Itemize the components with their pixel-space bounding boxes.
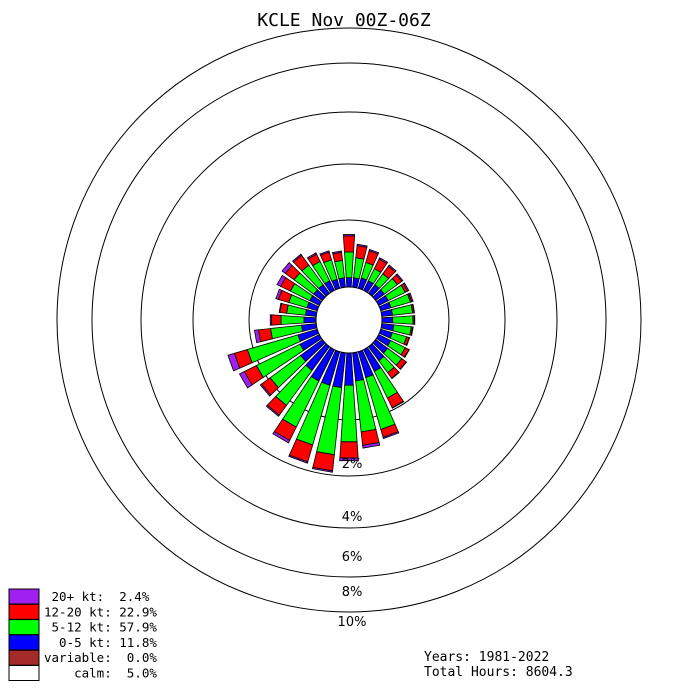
ring-label-2pct: 2%	[342, 457, 363, 472]
bar-180deg-bin-3	[339, 457, 359, 462]
bar-20deg-bin-3	[368, 248, 380, 255]
bar-320deg-bin-3	[291, 253, 303, 263]
bar-0deg-bin-0	[345, 277, 353, 288]
bar-130deg-bin-3	[399, 361, 408, 370]
bar-80deg-bin-3	[412, 303, 416, 314]
bar-90deg-bin-1	[392, 315, 414, 325]
legend-swatch-1	[8, 603, 40, 620]
bar-200deg-bin-3	[288, 454, 309, 464]
bar-180deg-bin-0	[344, 352, 354, 386]
bar-30deg-bin-3	[378, 257, 389, 264]
bar-40deg-bin-3	[387, 264, 397, 273]
legend-label-2: 5-12 kt: 57.9%	[44, 620, 157, 635]
bar-120deg-bin-3	[403, 348, 410, 358]
bar-340deg-bin-3	[319, 250, 330, 256]
bar-250deg-bin-3	[227, 352, 241, 372]
ring-labels: 2% 4% 6% 8% 10%	[338, 457, 367, 630]
bar-300deg-bin-3	[276, 274, 287, 287]
legend-swatch-4	[8, 649, 40, 666]
bar-0deg-bin-1	[344, 251, 354, 279]
bar-170deg-bin-3	[362, 442, 381, 449]
ring-6pct	[140, 111, 558, 529]
bar-230deg-bin-3	[259, 383, 272, 397]
legend-swatch-0	[8, 588, 40, 605]
bar-50deg-bin-3	[395, 273, 404, 282]
legend-label-4: variable: 0.0%	[44, 650, 157, 665]
bar-90deg-bin-3	[413, 315, 416, 325]
chart-title: KCLE Nov 00Z-06Z	[257, 10, 431, 31]
bar-280deg-bin-3	[278, 302, 283, 313]
bar-260deg-bin-3	[253, 329, 262, 344]
calm-circle	[315, 286, 383, 354]
percent-rings	[56, 27, 642, 613]
bar-310deg-bin-3	[281, 262, 293, 274]
ring-label-6pct: 6%	[342, 550, 363, 565]
bar-350deg-bin-0	[338, 277, 346, 289]
legend: 20+ kt: 2.4%12-20 kt: 22.9% 5-12 kt: 57.…	[8, 588, 157, 681]
legend-label-0: 20+ kt: 2.4%	[44, 589, 150, 604]
bar-100deg-bin-3	[410, 326, 414, 336]
ring-label-8pct: 8%	[342, 585, 363, 600]
legend-swatch-2	[8, 619, 40, 636]
bar-60deg-bin-3	[402, 282, 410, 292]
bar-10deg-bin-3	[356, 243, 368, 248]
footer-total-hours: Total Hours: 8604.3	[424, 665, 573, 680]
bar-350deg-bin-3	[331, 250, 343, 255]
bar-160deg-bin-3	[382, 431, 400, 440]
bar-110deg-bin-3	[405, 337, 411, 347]
bar-190deg-bin-3	[311, 466, 334, 473]
bar-270deg-bin-0	[303, 316, 317, 324]
ring-label-4pct: 4%	[342, 510, 363, 525]
bar-180deg-bin-2	[339, 441, 359, 459]
ring-8pct	[91, 62, 607, 578]
legend-swatch-5	[8, 665, 40, 681]
ring-label-10pct: 10%	[338, 615, 367, 630]
bar-330deg-bin-3	[306, 252, 318, 260]
legend-label-5: calm: 5.0%	[44, 666, 157, 681]
bar-0deg-bin-3	[342, 234, 356, 237]
bar-140deg-bin-3	[391, 371, 400, 380]
bar-270deg-bin-3	[269, 314, 273, 326]
bar-270deg-bin-1	[280, 315, 305, 325]
ring-4pct	[192, 163, 506, 477]
bar-10deg-bin-2	[355, 245, 368, 260]
bar-270deg-bin-2	[271, 314, 282, 326]
bar-240deg-bin-3	[238, 370, 253, 389]
legend-label-3: 0-5 kt: 11.8%	[44, 635, 157, 650]
bar-0deg-bin-2	[342, 235, 356, 253]
bar-210deg-bin-3	[272, 431, 291, 444]
legend-label-1: 12-20 kt: 22.9%	[44, 604, 157, 619]
bar-180deg-bin-1	[340, 384, 358, 443]
bar-220deg-bin-3	[265, 404, 280, 417]
bar-290deg-bin-3	[275, 288, 283, 300]
legend-swatch-3	[8, 634, 40, 651]
bar-90deg-bin-0	[381, 316, 394, 324]
footer-years: Years: 1981-2022	[424, 650, 549, 665]
ring-10pct	[56, 27, 642, 613]
bar-10deg-bin-0	[352, 277, 360, 289]
direction-bars	[227, 234, 416, 473]
bar-150deg-bin-3	[391, 400, 405, 409]
bar-70deg-bin-3	[408, 292, 414, 303]
